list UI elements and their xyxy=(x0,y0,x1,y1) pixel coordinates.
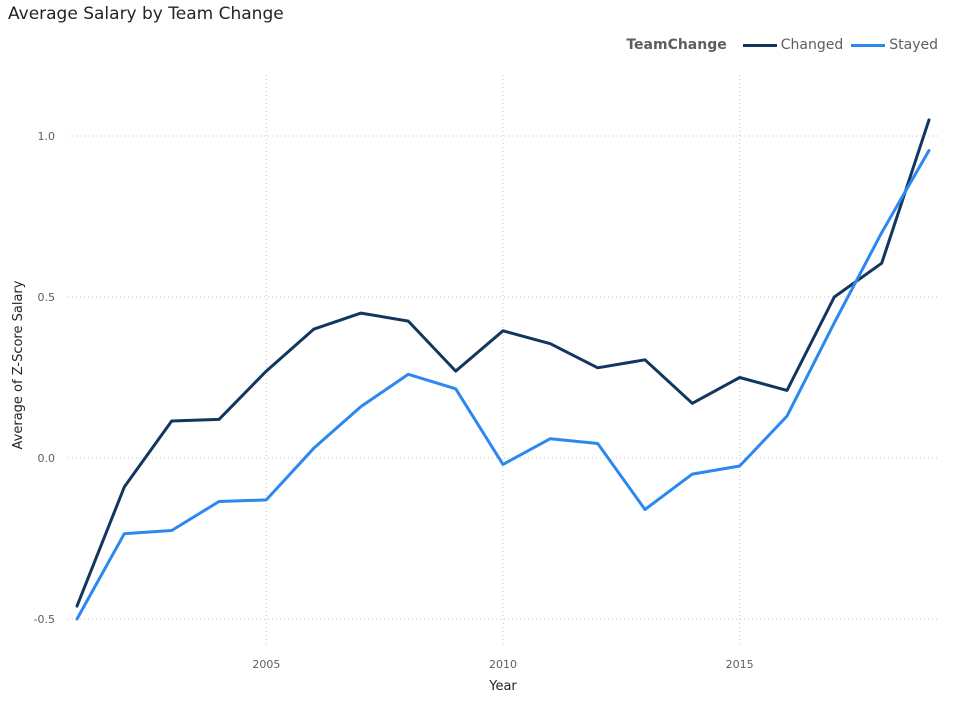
legend-title: TeamChange xyxy=(626,37,727,53)
y-tick-label: 0.0 xyxy=(38,452,56,465)
x-tick-label: 2015 xyxy=(726,658,754,671)
legend: TeamChange Changed Stayed xyxy=(626,37,938,53)
y-tick-label: 0.5 xyxy=(38,291,56,304)
series-line-changed xyxy=(75,118,931,608)
x-axis-title: Year xyxy=(488,679,517,694)
legend-item-changed[interactable]: Changed xyxy=(742,37,844,53)
y-axis-title: Average of Z-Score Salary xyxy=(11,280,26,449)
y-tick-label: 1.0 xyxy=(38,130,56,143)
x-tick-label: 2005 xyxy=(252,658,280,671)
chart-title: Average Salary by Team Change xyxy=(8,4,284,24)
legend-swatch-changed xyxy=(742,43,777,47)
y-tick-label: -0.5 xyxy=(34,613,55,626)
x-tick-label: 2010 xyxy=(489,658,517,671)
legend-item-stayed[interactable]: Stayed xyxy=(851,37,938,53)
legend-label-stayed: Stayed xyxy=(889,37,938,53)
legend-swatch-stayed xyxy=(851,43,886,47)
legend-label-changed: Changed xyxy=(780,37,844,53)
series-line-stayed xyxy=(75,149,931,621)
